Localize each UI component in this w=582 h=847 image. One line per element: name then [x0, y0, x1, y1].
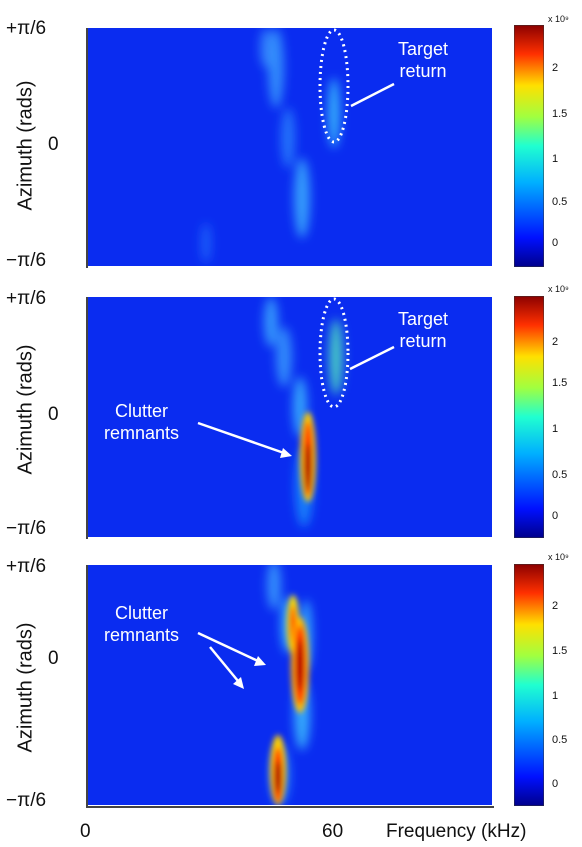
panel-3-clutter-arrowhead-1	[254, 656, 266, 666]
panel-2-heatmap	[88, 297, 492, 537]
panel-2-ytick-top: +π/6	[6, 288, 47, 309]
panel-2-axis-line	[86, 297, 88, 539]
panel-3-clutter-line2: remnants	[104, 625, 180, 645]
panel-2-target-arrow	[349, 345, 395, 371]
panel-1-colorbar	[514, 25, 544, 267]
panel-3-cbtick-1: 1	[552, 690, 559, 702]
panel-1-hotspot	[281, 108, 295, 168]
panel-2-cbtick-1.5: 1.5	[552, 377, 568, 389]
panel-1-hotspot	[328, 78, 340, 148]
panel-3-cbtick-0: 0	[552, 778, 559, 790]
panel-2-colorbar-exponent: x 10⁹	[548, 284, 569, 294]
panel-1-annotation-arrow	[350, 82, 395, 108]
panel-2-cbtick-0.5: 0.5	[552, 469, 568, 481]
panel-2-background	[88, 297, 492, 537]
panel-1-hotspot	[294, 158, 310, 238]
panel-2-ytick-mid: 0	[48, 404, 59, 425]
panel-3-clutter-arrow-2	[209, 646, 239, 682]
panel-3-clutter-label: Clutter remnants	[104, 602, 179, 646]
panel-2-cbtick-0: 0	[552, 510, 559, 522]
panel-1-target-ellipse	[318, 28, 350, 144]
panel-1-cbtick-1.5: 1.5	[552, 108, 568, 120]
panel-1-annotation-label: Target return	[398, 38, 448, 82]
panel-1-cbtick-1: 1	[552, 153, 559, 165]
panel-2-hotspot	[276, 327, 292, 387]
panel-2-hotspot	[264, 297, 278, 347]
panel-2-cbtick-2: 2	[552, 336, 559, 348]
panel-2-target-line2: return	[399, 331, 447, 351]
panel-3-ytick-top: +π/6	[6, 556, 47, 577]
panel-3-clutter-c-peak	[275, 761, 281, 793]
panel-2-clutter-arrow	[197, 421, 285, 455]
panel-3-axis-line	[86, 565, 88, 807]
panel-2-clutter-peak	[305, 443, 311, 491]
panel-3-ytick-bottom: −π/6	[6, 790, 47, 811]
x-tick-0: 0	[80, 821, 91, 842]
x-axis-line	[86, 806, 494, 808]
panel-2-target-ellipse	[318, 297, 350, 409]
panel-1-cbtick-0.5: 0.5	[552, 196, 568, 208]
panel-3-hotspot	[267, 565, 281, 610]
panel-3-colorbar-exponent: x 10⁹	[548, 552, 569, 562]
panel-3-cbtick-0.5: 0.5	[552, 734, 568, 746]
panel-3-clutter-arrow-1	[197, 631, 259, 663]
panel-2-clutter-label: Clutter remnants	[104, 400, 179, 444]
panel-3-colorbar	[514, 564, 544, 806]
panel-3-ylabel: Azimuth (rads)	[14, 622, 37, 753]
panel-1-hotspot	[260, 28, 272, 68]
panel-3-clutter-arrowhead-2	[233, 677, 244, 689]
panel-2-colorbar	[514, 296, 544, 538]
panel-2-colorbar-fill	[514, 296, 544, 538]
panel-2-cbtick-1: 1	[552, 423, 559, 435]
panel-2-target-line1: Target	[398, 309, 449, 329]
panel-2-hotspot	[329, 319, 343, 395]
panel-1-colorbar-fill	[514, 25, 544, 267]
panel-3-cbtick-2: 2	[552, 600, 559, 612]
panel-1-annotation-line1: Target	[398, 39, 449, 59]
panel-1-annotation-line2: return	[399, 61, 447, 81]
panel-3-ytick-mid: 0	[48, 648, 59, 669]
panel-3-heatmap	[88, 565, 492, 805]
panel-2-clutter-arrowhead	[280, 448, 292, 458]
panel-2-ytick-bottom: −π/6	[6, 518, 47, 539]
panel-1-axis-line	[86, 28, 88, 268]
panel-1-cbtick-0: 0	[552, 237, 559, 249]
panel-2-target-label: Target return	[398, 308, 448, 352]
x-axis-label: Frequency (kHz)	[386, 821, 527, 842]
panel-3-colorbar-fill	[514, 564, 544, 806]
panel-1-heatmap	[88, 28, 492, 266]
x-tick-60: 60	[322, 821, 344, 842]
panel-1-cbtick-2: 2	[552, 62, 559, 74]
panel-1-ytick-mid: 0	[48, 134, 59, 155]
panel-2-ylabel: Azimuth (rads)	[14, 344, 37, 475]
panel-3-clutter-line1: Clutter	[115, 603, 169, 623]
panel-1-hotspot	[201, 223, 211, 263]
panel-3-cbtick-1.5: 1.5	[552, 645, 568, 657]
panel-1-ytick-bottom: −π/6	[6, 250, 47, 271]
panel-1-ylabel: Azimuth (rads)	[14, 80, 37, 211]
panel-2-clutter-line2: remnants	[104, 423, 180, 443]
panel-1-colorbar-exponent: x 10⁹	[548, 14, 569, 24]
panel-2-clutter-line1: Clutter	[115, 401, 169, 421]
panel-1-ytick-top: +π/6	[6, 18, 47, 39]
panel-3-clutter-b-peak	[297, 639, 303, 691]
